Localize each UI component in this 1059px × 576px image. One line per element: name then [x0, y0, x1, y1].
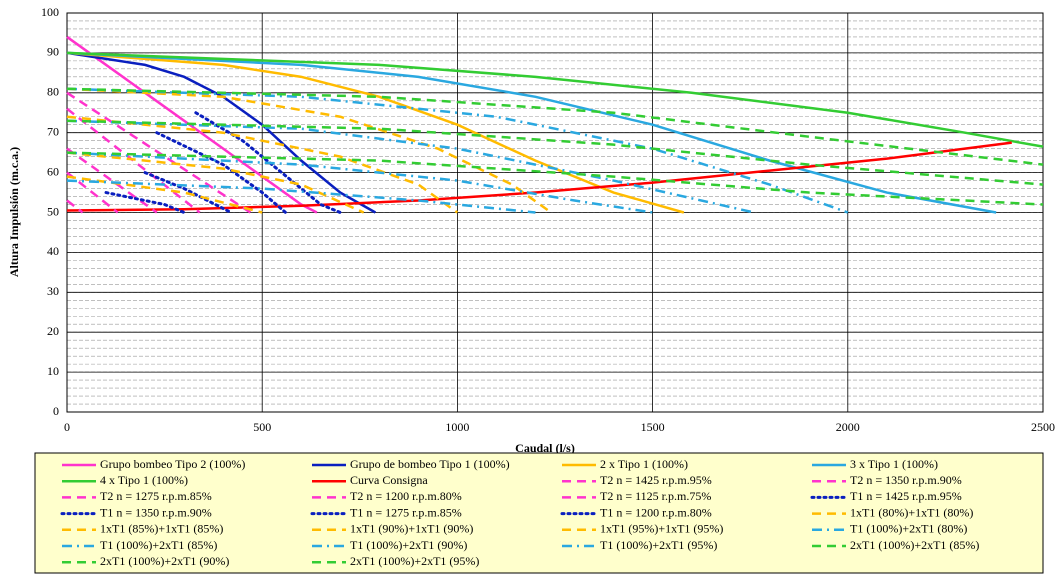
- y-tick-label: 70: [47, 124, 59, 138]
- legend-label: T2 n = 1350 r.p.m.90%: [850, 473, 962, 487]
- series-line: [194, 111, 342, 214]
- legend-label: 1xT1 (95%)+1xT1 (95%): [600, 522, 723, 536]
- legend-label: 2xT1 (100%)+2xT1 (90%): [100, 554, 229, 568]
- x-tick-label: 1500: [641, 420, 665, 434]
- x-tick-label: 2500: [1031, 420, 1055, 434]
- legend-label: T1 (100%)+2xT1 (80%): [850, 522, 967, 536]
- y-axis-title: Altura Impulsión (m.c.a.): [7, 147, 21, 277]
- series-line: [66, 51, 377, 214]
- series-line: [66, 87, 552, 214]
- legend-label: T1 (100%)+2xT1 (95%): [600, 538, 717, 552]
- series-line: [66, 107, 201, 214]
- series-line: [66, 87, 849, 214]
- legend-label: 2xT1 (100%)+2xT1 (95%): [350, 554, 479, 568]
- x-tick-label: 1000: [445, 420, 469, 434]
- legend-label: 1xT1 (80%)+1xT1 (80%): [850, 505, 973, 519]
- series-line: [66, 35, 318, 214]
- legend-label: T2 n = 1200 r.p.m.80%: [350, 489, 462, 503]
- legend-label: 1xT1 (85%)+1xT1 (85%): [100, 522, 223, 536]
- series-line: [66, 51, 1044, 148]
- y-tick-label: 100: [41, 5, 59, 19]
- series-line: [66, 91, 252, 214]
- series-line: [66, 141, 1012, 212]
- x-tick-label: 500: [253, 420, 271, 434]
- legend-label: 4 x Tipo 1 (100%): [100, 473, 188, 487]
- legend-label: 1xT1 (90%)+1xT1 (90%): [350, 522, 473, 536]
- series-line: [66, 87, 1044, 166]
- legend-label: 3 x Tipo 1 (100%): [850, 457, 938, 471]
- legend-label: T1 n = 1350 r.p.m.90%: [100, 505, 212, 519]
- legend-box: [34, 452, 1044, 574]
- legend-label: 2 x Tipo 1 (100%): [600, 457, 688, 471]
- x-axis-title: Caudal (l/s): [515, 441, 575, 455]
- series-line: [66, 119, 755, 214]
- series-line: [155, 131, 288, 214]
- series-line: [143, 171, 233, 214]
- series-line: [66, 175, 263, 214]
- series-line: [66, 115, 459, 214]
- series-line: [66, 151, 365, 214]
- series-line: [66, 119, 1044, 186]
- y-tick-label: 40: [47, 244, 59, 258]
- legend-label: T1 (100%)+2xT1 (90%): [350, 538, 467, 552]
- y-tick-label: 0: [53, 404, 59, 418]
- series-line: [66, 147, 158, 214]
- series-line: [66, 151, 653, 214]
- y-tick-label: 80: [47, 85, 59, 99]
- series-line: [66, 179, 536, 214]
- x-tick-label: 0: [64, 420, 70, 434]
- y-tick-label: 60: [47, 164, 59, 178]
- series-line: [66, 171, 119, 214]
- legend-label: T1 n = 1200 r.p.m.80%: [600, 505, 712, 519]
- series-line: [104, 191, 186, 214]
- legend-label: T1 n = 1425 r.p.m.95%: [850, 489, 962, 503]
- legend-label: T1 n = 1275 r.p.m.85%: [350, 505, 462, 519]
- y-tick-label: 90: [47, 45, 59, 59]
- legend-label: 2xT1 (100%)+2xT1 (85%): [850, 538, 979, 552]
- series-line: [66, 151, 1044, 206]
- plot-border: [66, 12, 1044, 413]
- y-tick-label: 20: [47, 324, 59, 338]
- legend-label: Grupo de bombeo Tipo 1 (100%): [350, 457, 510, 471]
- series-line: [66, 199, 84, 214]
- legend-label: T2 n = 1125 r.p.m.75%: [600, 489, 711, 503]
- legend-label: T2 n = 1275 r.p.m.85%: [100, 489, 212, 503]
- legend-label: T2 n = 1425 r.p.m.95%: [600, 473, 712, 487]
- legend-label: T1 (100%)+2xT1 (85%): [100, 538, 217, 552]
- y-tick-label: 10: [47, 364, 59, 378]
- legend-label: Curva Consigna: [350, 473, 428, 487]
- legend-label: Grupo bombeo Tipo 2 (100%): [100, 457, 245, 471]
- x-tick-label: 2000: [836, 420, 860, 434]
- y-tick-label: 30: [47, 284, 59, 298]
- y-tick-label: 50: [47, 204, 59, 218]
